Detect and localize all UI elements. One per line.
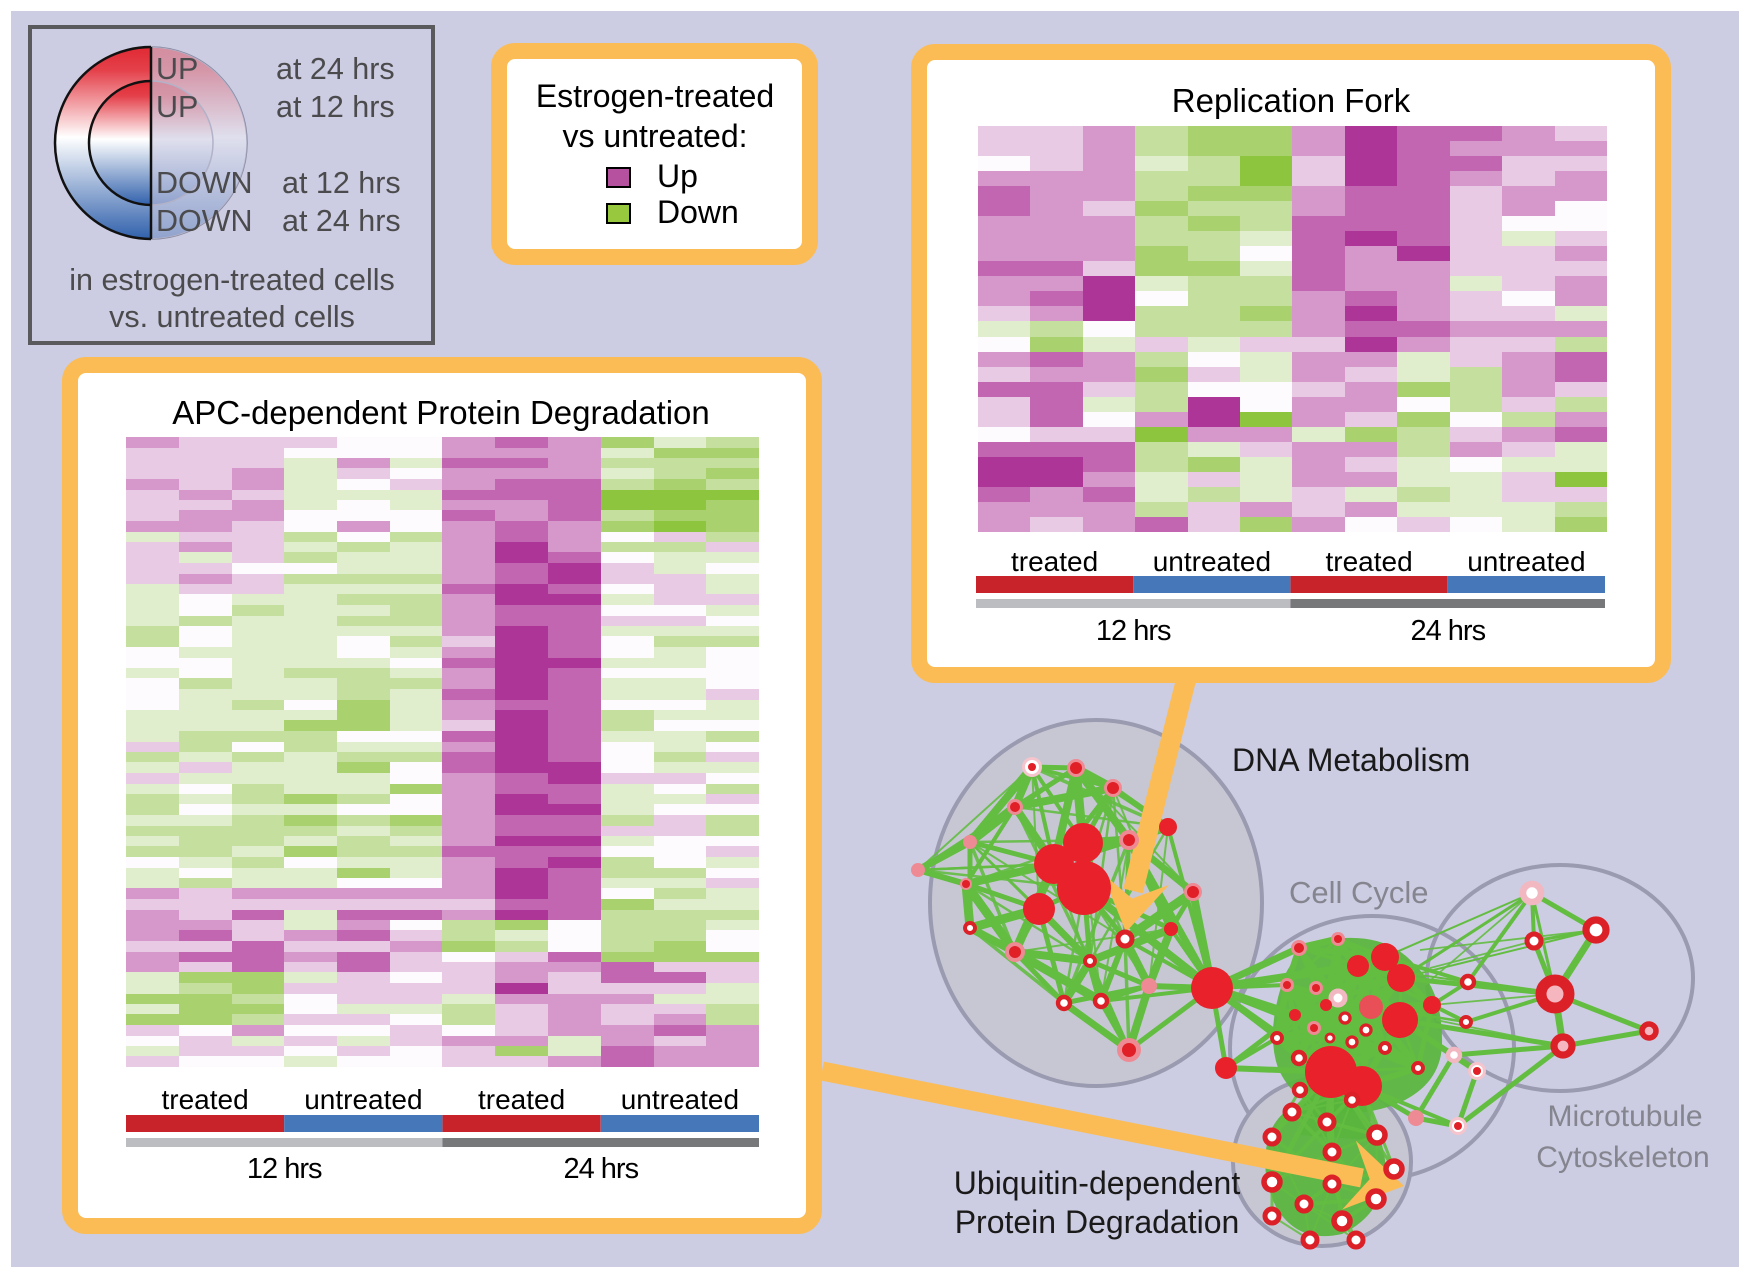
svg-text:12 hrs: 12 hrs xyxy=(247,1153,322,1185)
svg-text:24 hrs: 24 hrs xyxy=(563,1153,638,1185)
svg-text:Microtubule: Microtubule xyxy=(1547,1100,1702,1133)
svg-text:24 hrs: 24 hrs xyxy=(1410,615,1485,647)
svg-text:treated: treated xyxy=(162,1084,249,1115)
svg-text:untreated: untreated xyxy=(621,1084,739,1115)
svg-text:12 hrs: 12 hrs xyxy=(1096,615,1171,647)
svg-text:in estrogen-treated cells: in estrogen-treated cells xyxy=(69,263,395,297)
svg-text:treated: treated xyxy=(478,1084,565,1115)
svg-text:DNA Metabolism: DNA Metabolism xyxy=(1232,742,1470,778)
svg-text:treated: treated xyxy=(1326,546,1413,577)
svg-text:Ubiquitin-dependent: Ubiquitin-dependent xyxy=(954,1165,1241,1201)
svg-text:at 24 hrs: at 24 hrs xyxy=(282,204,401,238)
svg-text:vs untreated:: vs untreated: xyxy=(563,118,748,154)
svg-text:Down: Down xyxy=(657,194,739,230)
svg-text:at 24 hrs: at 24 hrs xyxy=(276,52,395,86)
svg-text:vs. untreated cells: vs. untreated cells xyxy=(109,300,355,334)
svg-text:untreated: untreated xyxy=(304,1084,422,1115)
svg-text:Estrogen-treated: Estrogen-treated xyxy=(536,78,774,114)
svg-text:untreated: untreated xyxy=(1153,546,1271,577)
svg-text:DOWN: DOWN xyxy=(156,166,253,200)
svg-text:Replication Fork: Replication Fork xyxy=(1172,82,1411,119)
svg-text:at 12 hrs: at 12 hrs xyxy=(276,90,395,124)
svg-text:at 12 hrs: at 12 hrs xyxy=(282,166,401,200)
svg-text:DOWN: DOWN xyxy=(156,204,253,238)
svg-text:UP: UP xyxy=(156,52,198,86)
svg-text:treated: treated xyxy=(1011,546,1098,577)
svg-text:Protein Degradation: Protein Degradation xyxy=(955,1204,1240,1240)
svg-text:UP: UP xyxy=(156,90,198,124)
svg-text:Cytoskeleton: Cytoskeleton xyxy=(1536,1141,1709,1174)
svg-text:APC-dependent Protein Degradat: APC-dependent Protein Degradation xyxy=(172,394,710,431)
svg-text:untreated: untreated xyxy=(1467,546,1585,577)
svg-text:Up: Up xyxy=(657,158,698,194)
svg-text:Cell Cycle: Cell Cycle xyxy=(1289,875,1429,910)
